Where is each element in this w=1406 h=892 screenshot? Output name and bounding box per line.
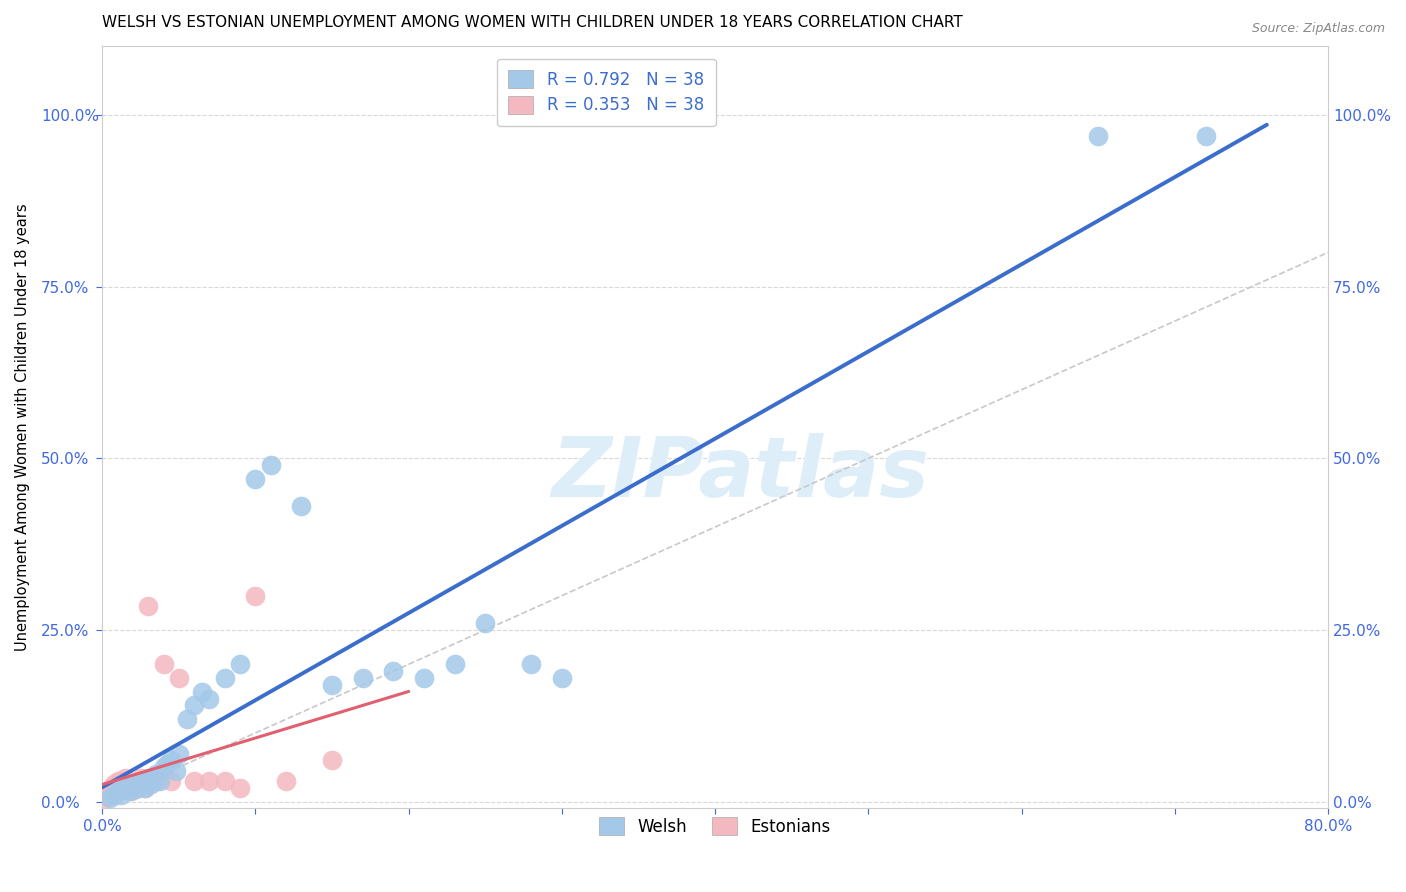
Point xyxy=(520,657,543,672)
Point xyxy=(111,774,134,789)
Point xyxy=(352,671,374,685)
Point xyxy=(191,684,214,698)
Y-axis label: Unemployment Among Women with Children Under 18 years: Unemployment Among Women with Children U… xyxy=(15,203,30,651)
Point xyxy=(149,774,172,789)
Point xyxy=(382,664,405,678)
Point xyxy=(290,500,312,514)
Point xyxy=(108,777,131,791)
Point xyxy=(155,756,177,771)
Text: Source: ZipAtlas.com: Source: ZipAtlas.com xyxy=(1251,22,1385,36)
Point xyxy=(1194,128,1216,143)
Point xyxy=(114,780,136,795)
Point xyxy=(107,780,129,795)
Point xyxy=(125,775,148,789)
Legend: Welsh, Estonians: Welsh, Estonians xyxy=(589,807,841,846)
Point xyxy=(160,774,183,789)
Point xyxy=(122,777,145,791)
Point xyxy=(110,788,132,802)
Point xyxy=(165,764,187,778)
Point xyxy=(443,657,465,672)
Point xyxy=(120,784,142,798)
Text: ZIPatlas: ZIPatlas xyxy=(551,433,928,514)
Point xyxy=(122,780,145,795)
Point xyxy=(117,777,139,791)
Point xyxy=(198,691,221,706)
Point xyxy=(551,671,574,685)
Point xyxy=(136,771,159,785)
Point xyxy=(114,771,136,785)
Point xyxy=(94,791,117,805)
Point xyxy=(183,774,205,789)
Point xyxy=(97,784,120,798)
Point xyxy=(103,782,125,797)
Point xyxy=(198,774,221,789)
Point xyxy=(474,616,496,631)
Point xyxy=(321,753,343,767)
Point xyxy=(97,788,120,802)
Point xyxy=(413,671,436,685)
Point xyxy=(96,789,118,803)
Point xyxy=(118,784,141,798)
Point xyxy=(183,698,205,713)
Point xyxy=(115,780,138,795)
Point xyxy=(105,784,128,798)
Point xyxy=(100,780,122,795)
Point xyxy=(141,777,163,791)
Point xyxy=(103,777,125,791)
Point xyxy=(160,753,183,767)
Point xyxy=(129,771,152,785)
Point xyxy=(136,599,159,613)
Point xyxy=(107,774,129,789)
Point xyxy=(214,671,236,685)
Point xyxy=(245,589,267,603)
Point xyxy=(134,780,156,795)
Point xyxy=(214,774,236,789)
Point xyxy=(260,458,283,473)
Point xyxy=(229,780,252,795)
Point xyxy=(274,774,297,789)
Point xyxy=(152,657,174,672)
Point xyxy=(107,784,129,798)
Point xyxy=(101,784,124,798)
Point xyxy=(167,747,190,761)
Point xyxy=(134,780,156,795)
Point xyxy=(229,657,252,672)
Point xyxy=(167,671,190,685)
Point xyxy=(98,788,121,802)
Text: WELSH VS ESTONIAN UNEMPLOYMENT AMONG WOMEN WITH CHILDREN UNDER 18 YEARS CORRELAT: WELSH VS ESTONIAN UNEMPLOYMENT AMONG WOM… xyxy=(103,15,963,30)
Point xyxy=(98,791,121,805)
Point xyxy=(129,774,152,789)
Point xyxy=(125,782,148,797)
Point xyxy=(152,760,174,774)
Point xyxy=(103,788,125,802)
Point xyxy=(176,712,198,726)
Point xyxy=(118,780,141,795)
Point xyxy=(321,678,343,692)
Point xyxy=(112,777,135,791)
Point xyxy=(145,774,167,789)
Point xyxy=(1087,128,1109,143)
Point xyxy=(110,780,132,795)
Point xyxy=(245,472,267,486)
Point xyxy=(100,786,122,800)
Point xyxy=(145,767,167,781)
